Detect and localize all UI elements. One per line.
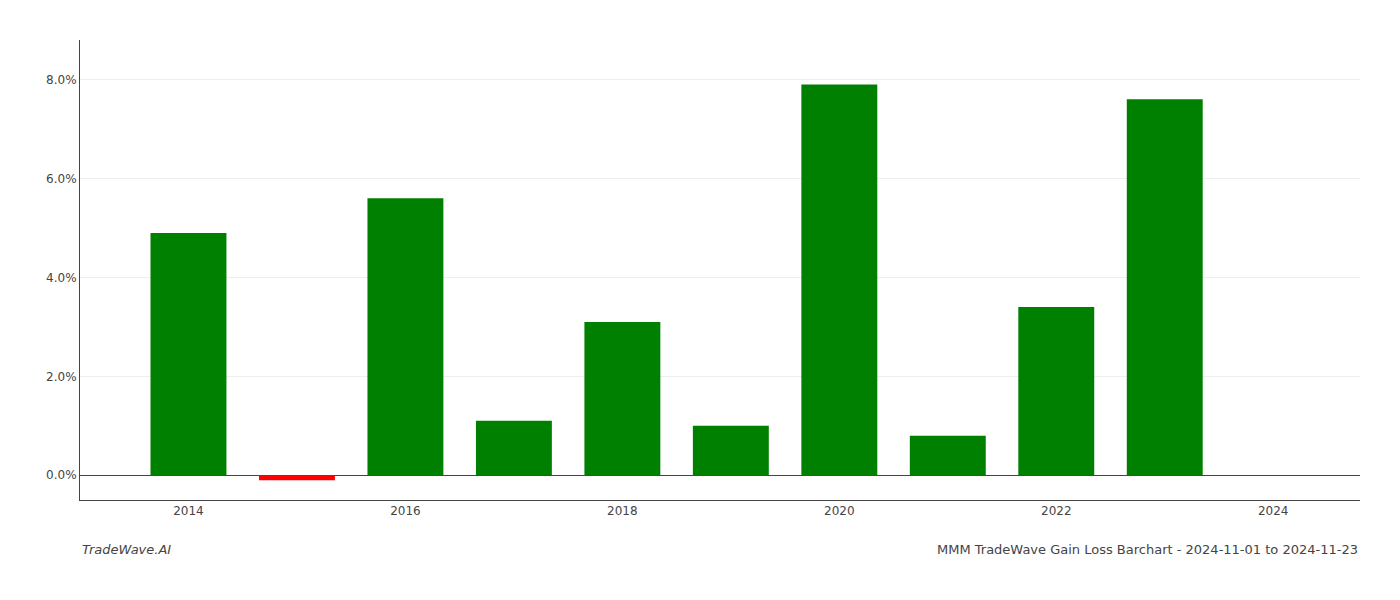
- svg-text:2016: 2016: [390, 504, 421, 518]
- svg-text:2.0%: 2.0%: [46, 370, 77, 384]
- svg-text:0.0%: 0.0%: [46, 468, 77, 482]
- svg-text:2014: 2014: [173, 504, 204, 518]
- svg-text:2024: 2024: [1258, 504, 1289, 518]
- svg-text:2018: 2018: [607, 504, 638, 518]
- svg-text:2020: 2020: [824, 504, 855, 518]
- svg-text:8.0%: 8.0%: [46, 73, 77, 87]
- svg-text:6.0%: 6.0%: [46, 172, 77, 186]
- svg-text:TradeWave.AI: TradeWave.AI: [82, 542, 171, 557]
- svg-text:MMM TradeWave Gain Loss Barcha: MMM TradeWave Gain Loss Barchart - 2024-…: [937, 542, 1358, 557]
- svg-text:4.0%: 4.0%: [46, 271, 77, 285]
- svg-text:2022: 2022: [1041, 504, 1072, 518]
